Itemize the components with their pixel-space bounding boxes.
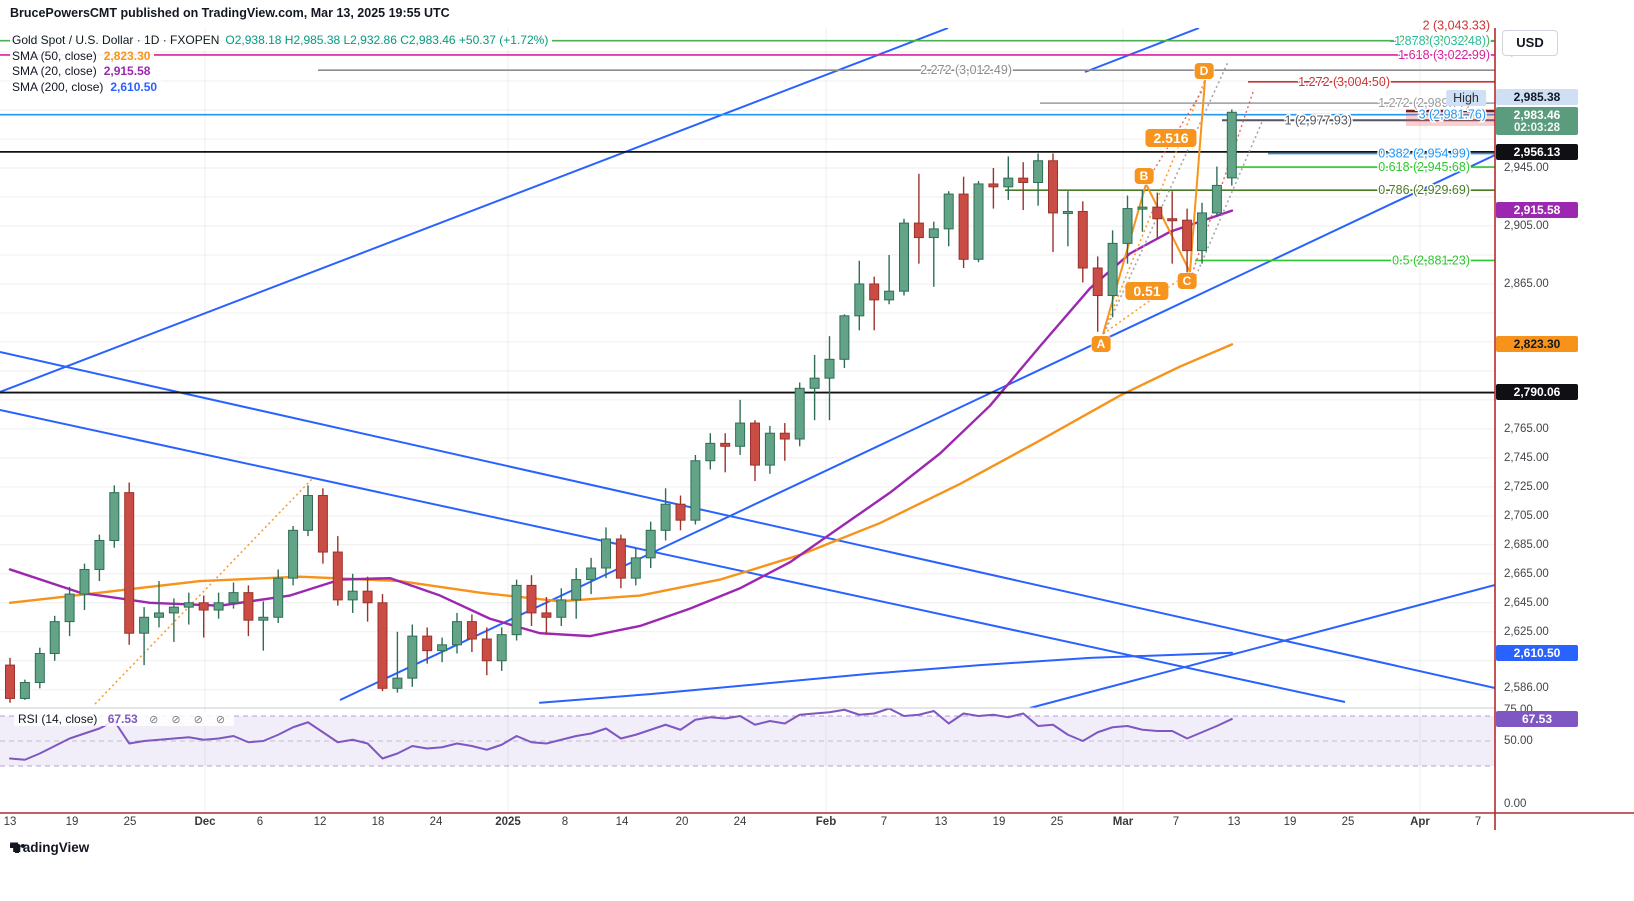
svg-text:1 (2,977.93): 1 (2,977.93): [1285, 113, 1352, 127]
pattern-point-a[interactable]: A: [1091, 336, 1111, 352]
publish-header: BrucePowersCMT published on TradingView.…: [10, 6, 450, 20]
time-axis-label: 14: [615, 816, 629, 828]
svg-text:1.272 (3,004.50): 1.272 (3,004.50): [1298, 75, 1390, 89]
price-scale-label: 2,586.00: [1504, 682, 1549, 694]
price-scale-label: 2,745.00: [1504, 452, 1549, 464]
price-scale-label: 2,665.00: [1504, 568, 1549, 580]
time-axis-label: 25: [123, 816, 137, 828]
svg-text:2.618 (3,032.88): 2.618 (3,032.88): [1398, 34, 1490, 48]
svg-text:0.618 (2,945.68): 0.618 (2,945.68): [1378, 160, 1470, 174]
price-scale-label: 2,865.00: [1504, 278, 1549, 290]
time-axis-label: Feb: [815, 816, 837, 828]
svg-text:1.878 (3,032.48): 1.878 (3,032.48): [1394, 34, 1486, 48]
svg-text:1.618 (3,022.99): 1.618 (3,022.99): [1398, 48, 1490, 62]
currency-toggle-button[interactable]: USD: [1502, 30, 1558, 56]
price-scale-label: 2,705.00: [1504, 510, 1549, 522]
time-axis-label: 7: [880, 816, 888, 828]
price-chip: 2,985.38: [1496, 89, 1578, 105]
rsi-legend-row[interactable]: RSI (14, close) 67.53 ⊘ ⊘ ⊘ ⊘: [14, 712, 235, 726]
chart-canvas[interactable]: 2 (3,043.33) 2.618 (3,032.88)1.878 (3,032…: [0, 0, 1634, 836]
price-scale-label: 2,765.00: [1504, 423, 1549, 435]
sma20-legend-row[interactable]: SMA (20, close) 2,915.58: [10, 64, 155, 80]
time-axis-label: 18: [371, 816, 385, 828]
time-axis-label: Mar: [1112, 816, 1134, 828]
pattern-ratio-chip[interactable]: 2.516: [1145, 129, 1197, 147]
price-scale-label: 2,625.00: [1504, 626, 1549, 638]
chart-legend: Gold Spot / U.S. Dollar · 1D · FXOPEN O2,…: [10, 33, 553, 95]
time-axis-label: 20: [675, 816, 689, 828]
rsi-value: 67.53: [107, 712, 138, 726]
footer-brand[interactable]: TradingView: [10, 840, 89, 855]
sma20-value: 2,915.58: [103, 64, 151, 78]
time-axis-label: 13: [934, 816, 948, 828]
time-axis-label: 12: [313, 816, 327, 828]
svg-text:3 (2,981.76): 3 (2,981.76): [1419, 108, 1486, 122]
rsi-label: RSI (14, close): [18, 712, 98, 726]
price-scale-label: 2,945.00: [1504, 162, 1549, 174]
time-axis-label: Dec: [194, 816, 216, 828]
price-chip: 2,983.46 02:03:28: [1496, 107, 1578, 135]
price-chip: 2,790.06: [1496, 384, 1578, 400]
price-scale-label: 2,645.00: [1504, 597, 1549, 609]
sma50-label: SMA (50, close): [12, 48, 97, 63]
time-axis-label: 6: [256, 816, 264, 828]
time-axis-label: Apr: [1410, 816, 1430, 828]
time-axis-label: 7: [1172, 816, 1180, 828]
svg-text:2.272 (3,012.49): 2.272 (3,012.49): [920, 63, 1012, 77]
time-axis-label: 25: [1341, 816, 1355, 828]
sma50-legend-row[interactable]: SMA (50, close) 2,823.30: [10, 48, 155, 64]
price-scale-label: 2,725.00: [1504, 481, 1549, 493]
symbol-title: Gold Spot / U.S. Dollar · 1D · FXOPEN: [12, 33, 220, 47]
time-axis-label: 13: [3, 816, 17, 828]
sma20-label: SMA (20, close): [12, 64, 97, 78]
pattern-point-b[interactable]: B: [1134, 168, 1154, 184]
symbol-legend-row[interactable]: Gold Spot / U.S. Dollar · 1D · FXOPEN O2,…: [10, 33, 553, 49]
price-scale-label: 2,685.00: [1504, 539, 1549, 551]
price-chip: 2,956.13: [1496, 144, 1578, 160]
price-scale-label: 0.00: [1504, 798, 1527, 810]
time-axis-label: 19: [992, 816, 1006, 828]
svg-text:0.786 (2,929.69): 0.786 (2,929.69): [1378, 183, 1470, 197]
sma50-value: 2,823.30: [103, 48, 151, 63]
svg-text:0.382 (2,954.99): 0.382 (2,954.99): [1378, 147, 1470, 161]
time-axis-label: 25: [1050, 816, 1064, 828]
sma200-value: 2,610.50: [110, 79, 158, 94]
time-axis-label: 13: [1227, 816, 1241, 828]
time-axis-label: 7: [1474, 816, 1482, 828]
pattern-ratio-chip[interactable]: 0.51: [1125, 282, 1169, 300]
time-axis-label: 19: [1283, 816, 1297, 828]
rsi-options-icons[interactable]: ⊘ ⊘ ⊘ ⊘: [149, 714, 231, 726]
pattern-point-d[interactable]: D: [1194, 63, 1214, 79]
sma200-legend-row[interactable]: SMA (200, close) 2,610.50: [10, 79, 162, 95]
pattern-point-c[interactable]: C: [1177, 273, 1197, 289]
tradingview-logo-icon: [10, 844, 25, 853]
price-chip: 2,823.30: [1496, 336, 1578, 352]
price-scale-label: 50.00: [1504, 735, 1533, 747]
svg-text:2 (3,043.33): 2 (3,043.33): [1423, 18, 1490, 32]
high-tag: High: [1446, 90, 1486, 106]
time-axis-label: 8: [561, 816, 569, 828]
time-axis-label: 19: [65, 816, 79, 828]
price-chip: 67.53: [1496, 711, 1578, 727]
price-chip: 2,610.50: [1496, 645, 1578, 661]
time-axis-label: 2025: [495, 816, 521, 828]
sma200-label: SMA (200, close): [12, 79, 104, 94]
svg-text:0.5 (2,881.23): 0.5 (2,881.23): [1392, 253, 1470, 267]
footer-brand-text: TradingView: [10, 840, 90, 855]
price-scale-label: 2,905.00: [1504, 220, 1549, 232]
ohlc-values: O2,938.18 H2,985.38 L2,932.86 C2,983.46 …: [225, 33, 549, 47]
time-axis-label: 24: [429, 816, 443, 828]
price-chip: 2,915.58: [1496, 202, 1578, 218]
time-axis-label: 24: [733, 816, 747, 828]
